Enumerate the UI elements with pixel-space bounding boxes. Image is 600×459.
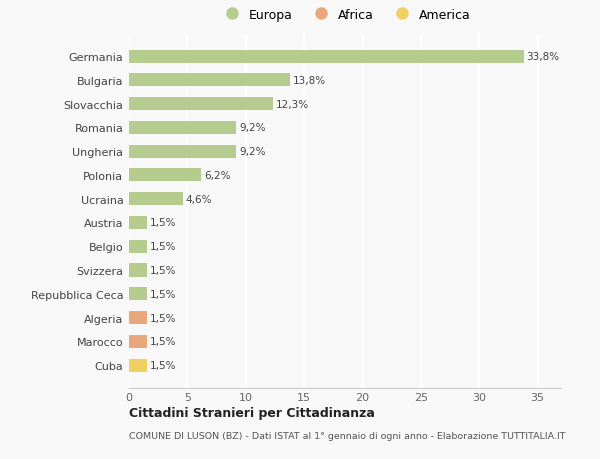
Text: Cittadini Stranieri per Cittadinanza: Cittadini Stranieri per Cittadinanza (129, 406, 375, 419)
Text: 9,2%: 9,2% (239, 147, 266, 157)
Bar (129, 335, 146, 348)
Text: 6,2%: 6,2% (205, 171, 231, 180)
Bar (129, 311, 146, 325)
Bar (129, 217, 146, 230)
Text: 1,5%: 1,5% (149, 336, 176, 347)
Text: 1,5%: 1,5% (149, 313, 176, 323)
Bar (129, 122, 236, 134)
Text: 1,5%: 1,5% (149, 242, 176, 252)
Bar (129, 74, 290, 87)
Bar (129, 359, 146, 372)
Bar (129, 193, 183, 206)
Text: COMUNE DI LUSON (BZ) - Dati ISTAT al 1° gennaio di ogni anno - Elaborazione TUTT: COMUNE DI LUSON (BZ) - Dati ISTAT al 1° … (129, 431, 566, 441)
Text: 12,3%: 12,3% (275, 100, 308, 109)
Text: 9,2%: 9,2% (239, 123, 266, 133)
Text: 1,5%: 1,5% (149, 360, 176, 370)
Bar (129, 98, 272, 111)
Bar (129, 169, 202, 182)
Bar (129, 264, 146, 277)
Bar (129, 288, 146, 301)
Text: 1,5%: 1,5% (149, 218, 176, 228)
Text: 1,5%: 1,5% (149, 289, 176, 299)
Text: 33,8%: 33,8% (527, 52, 560, 62)
Bar (129, 146, 236, 158)
Text: 1,5%: 1,5% (149, 265, 176, 275)
Bar (129, 240, 146, 253)
Bar (129, 50, 524, 63)
Legend: Europa, Africa, America: Europa, Africa, America (219, 9, 471, 22)
Text: 13,8%: 13,8% (293, 76, 326, 86)
Text: 4,6%: 4,6% (185, 194, 212, 204)
